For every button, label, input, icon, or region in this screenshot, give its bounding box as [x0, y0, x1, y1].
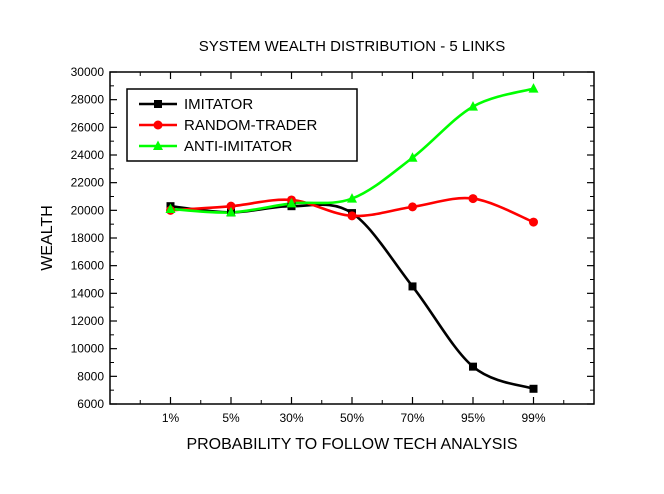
data-point-anti-imitator: [286, 197, 297, 208]
data-point-imitator: [529, 384, 538, 393]
x-axis-label: PROBABILITY TO FOLLOW TECH ANALYSIS: [186, 436, 517, 453]
legend: IMITATOR RANDOM-TRADER ANTI-IMITATOR: [126, 88, 358, 162]
series-line-imitator: [170, 203, 534, 391]
y-tick-label: 30000: [71, 65, 105, 79]
data-point-random-trader: [468, 194, 478, 204]
legend-items: IMITATOR RANDOM-TRADER ANTI-IMITATOR: [139, 96, 317, 155]
legend-marker-imitator: [154, 100, 162, 108]
chart-title: SYSTEM WEALTH DISTRIBUTION - 5 LINKS: [199, 38, 505, 55]
data-point-anti-imitator: [407, 152, 418, 162]
y-tick-label: 8000: [77, 369, 104, 383]
x-tick-label: 95%: [461, 411, 485, 425]
y-tick-label: 6000: [77, 397, 104, 411]
data-point-random-trader: [529, 217, 538, 227]
data-point-random-trader: [347, 211, 357, 221]
data-point-anti-imitator: [528, 83, 539, 93]
y-tick-label: 18000: [71, 231, 105, 245]
data-point-anti-imitator: [165, 203, 176, 213]
legend-label-random-trader: RANDOM-TRADER: [184, 117, 317, 134]
y-tick-label: 16000: [71, 259, 105, 273]
y-tick-label: 10000: [71, 342, 105, 356]
legend-marker-random-trader: [153, 120, 163, 130]
data-point-anti-imitator: [226, 206, 236, 217]
axis-ticks: [110, 71, 594, 405]
y-tick-label: 20000: [71, 203, 105, 217]
legend-marker-anti-imitator: [153, 140, 163, 150]
x-tick-label: 5%: [222, 411, 240, 425]
legend-label-imitator: IMITATOR: [184, 96, 253, 113]
x-tick-label: 1%: [162, 411, 180, 425]
legend-label-anti-imitator: ANTI-IMITATOR: [184, 138, 292, 155]
data-point-imitator: [469, 362, 477, 371]
x-tick-label: 50%: [340, 411, 364, 425]
x-tick-label: 99%: [521, 411, 545, 425]
x-tick-label: 70%: [400, 411, 424, 425]
y-tick-label: 28000: [71, 93, 105, 107]
data-point-random-trader: [408, 202, 417, 212]
y-tick-label: 26000: [71, 120, 105, 134]
data-point-anti-imitator: [468, 101, 478, 111]
series-markers: [165, 83, 539, 393]
x-tick-labels: 1% 5% 30% 50% 70% 95% 99%: [162, 411, 546, 425]
x-tick-label: 30%: [279, 411, 303, 425]
y-tick-label: 22000: [71, 176, 105, 190]
data-point-imitator: [408, 282, 417, 291]
y-tick-label: 24000: [71, 148, 105, 162]
y-tick-labels: 6000 8000 10000 12000 14000 16000 18000 20000 22…: [71, 65, 105, 411]
y-axis-label: WEALTH: [39, 205, 56, 270]
y-tick-label: 12000: [71, 314, 105, 328]
y-tick-label: 14000: [71, 286, 105, 300]
data-point-random-trader: [226, 201, 236, 211]
data-point-anti-imitator: [347, 193, 357, 203]
